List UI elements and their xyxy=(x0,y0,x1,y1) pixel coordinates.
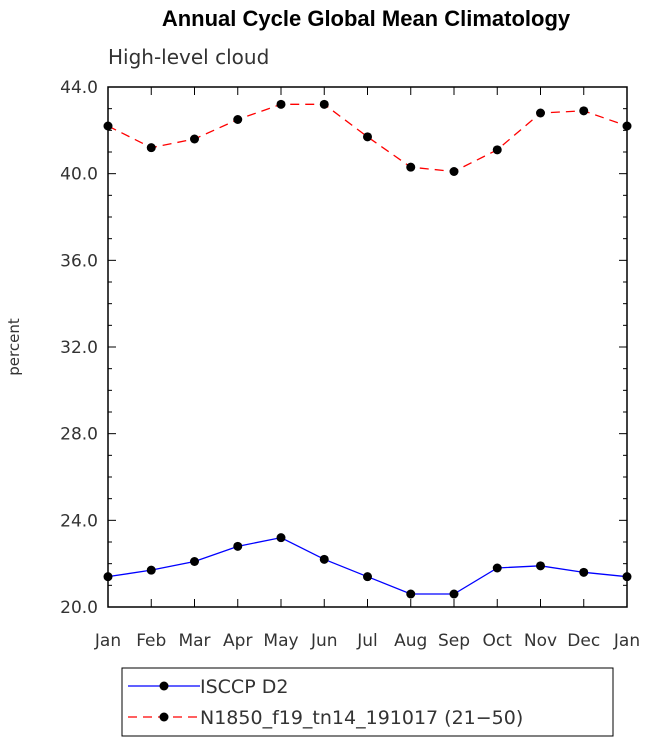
series-point-1 xyxy=(492,145,502,155)
x-tick-label: Mar xyxy=(178,631,210,651)
series-point-1 xyxy=(233,115,243,124)
y-tick-label: 32.0 xyxy=(60,338,98,358)
y-tick-labels: 20.0 24.0 28.0 32.0 36.0 40.0 44.0 xyxy=(60,78,98,618)
series-point-0 xyxy=(536,561,545,571)
series-point-1 xyxy=(146,143,156,153)
series-line-0 xyxy=(107,536,628,595)
series-point-0 xyxy=(449,589,459,599)
series-point-1 xyxy=(622,121,632,131)
series-point-1 xyxy=(449,167,459,176)
x-tick-label: Oct xyxy=(483,631,513,651)
y-axis-label: percent xyxy=(5,318,23,376)
series-point-1 xyxy=(319,99,329,109)
x-tick-label: Jan xyxy=(94,631,121,651)
series-point-1 xyxy=(103,121,113,131)
series-point-0 xyxy=(579,567,589,577)
series-point-1 xyxy=(536,108,545,118)
series-point-0 xyxy=(319,554,329,564)
series-point-0 xyxy=(233,541,243,551)
legend-label-isccp: ISCCP D2 xyxy=(200,676,288,698)
y-tick-label: 28.0 xyxy=(60,425,98,445)
plot-frame xyxy=(107,86,628,608)
x-tick-label: May xyxy=(263,631,298,651)
series-point-0 xyxy=(363,572,372,582)
legend-marker-isccp xyxy=(159,681,169,691)
x-tick-label: Nov xyxy=(524,631,557,651)
series-point-0 xyxy=(190,557,199,566)
axis-ticks xyxy=(107,86,628,608)
chart-title: Annual Cycle Global Mean Climatology xyxy=(162,6,571,31)
x-tick-label: Aug xyxy=(394,631,427,651)
series-point-0 xyxy=(103,572,113,582)
legend: ISCCP D2 N1850_f19_tn14_191017 (21−50) xyxy=(121,667,614,737)
y-tick-label: 44.0 xyxy=(60,78,98,98)
legend-label-n1850: N1850_f19_tn14_191017 (21−50) xyxy=(200,707,523,729)
chart-subtitle: High-level cloud xyxy=(108,45,269,69)
series-lines xyxy=(107,103,628,595)
series-point-1 xyxy=(406,162,416,172)
series-point-1 xyxy=(190,134,199,144)
x-tick-label: Dec xyxy=(567,631,600,651)
series-point-1 xyxy=(579,106,589,116)
series-point-0 xyxy=(146,565,156,575)
legend-box xyxy=(121,667,614,737)
series-point-1 xyxy=(276,99,286,109)
series-point-0 xyxy=(622,572,632,582)
y-tick-label: 36.0 xyxy=(60,251,98,271)
y-tick-label: 20.0 xyxy=(60,598,98,618)
x-tick-label: Sep xyxy=(438,631,470,651)
x-tick-label: Apr xyxy=(223,631,252,651)
y-tick-label: 24.0 xyxy=(60,511,98,531)
series-points xyxy=(103,99,632,599)
x-tick-label: Jan xyxy=(613,631,640,651)
series-point-1 xyxy=(363,132,372,142)
series-point-0 xyxy=(276,533,286,543)
series-point-0 xyxy=(492,563,502,573)
y-tick-label: 40.0 xyxy=(60,165,98,185)
x-tick-label: Jun xyxy=(310,631,338,651)
series-point-0 xyxy=(406,589,416,599)
x-tick-labels: Jan Feb Mar Apr May Jun Jul Aug Sep Oct Nov Dec Jan xyxy=(94,631,640,651)
x-tick-label: Feb xyxy=(136,631,166,651)
x-tick-label: Jul xyxy=(356,631,378,651)
legend-marker-n1850 xyxy=(159,712,169,722)
